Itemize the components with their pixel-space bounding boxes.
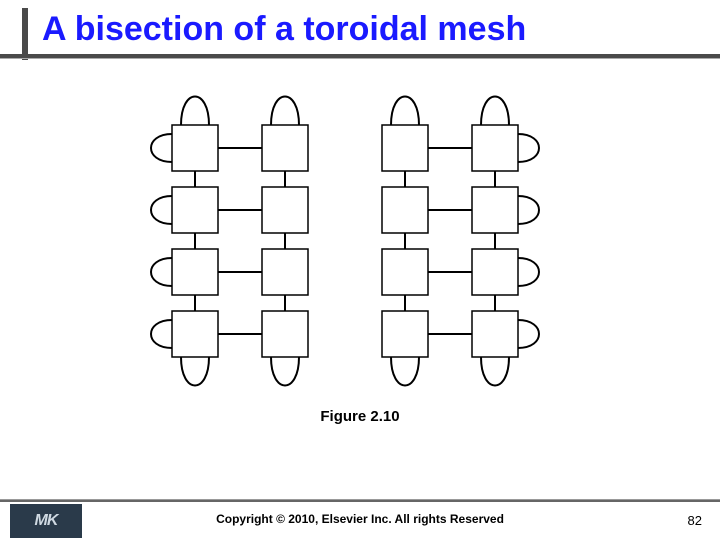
copyright-text: Copyright © 2010, Elsevier Inc. All righ… [0, 512, 720, 526]
toroidal-mesh-diagram [125, 90, 595, 390]
title-underline-thin [0, 58, 720, 59]
footer-rule-thick [0, 500, 720, 502]
figure-caption: Figure 2.10 [0, 408, 720, 425]
page-number: 82 [688, 513, 702, 528]
slide-title: A bisection of a toroidal mesh [42, 10, 526, 49]
title-accent-bar [22, 8, 28, 60]
slide: A bisection of a toroidal mesh Figure 2.… [0, 0, 720, 540]
